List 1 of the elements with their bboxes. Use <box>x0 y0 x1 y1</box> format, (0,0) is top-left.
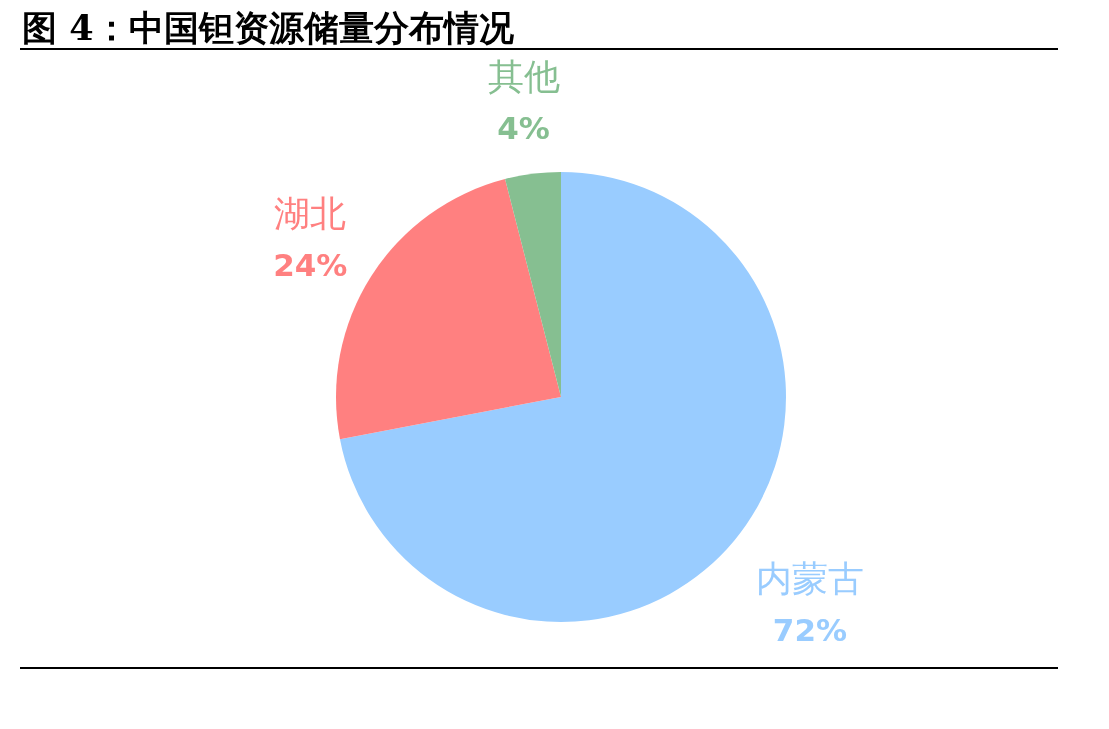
title: 图 4：中国钽资源储量分布情况 <box>22 7 514 48</box>
